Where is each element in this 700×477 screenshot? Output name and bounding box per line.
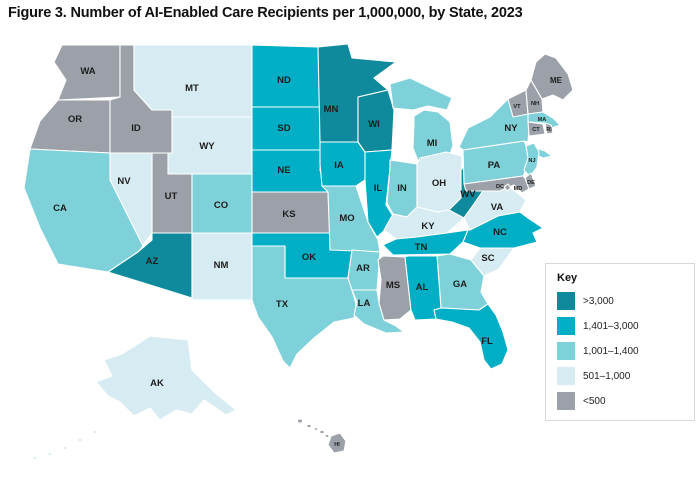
state-label-sc: SC: [481, 253, 494, 264]
state-label-sd: SD: [277, 123, 290, 134]
legend-label: 501–1,000: [583, 370, 631, 382]
state-shape-or: [29, 99, 111, 154]
state-label-hi: HI: [334, 442, 340, 448]
state-label-ms: MS: [386, 280, 400, 291]
legend-row: 1,001–1,400: [557, 342, 694, 360]
legend-title: Key: [557, 272, 578, 284]
legend-label: <500: [583, 395, 606, 407]
state-label-me: ME: [550, 76, 563, 85]
state-label-mt: MT: [185, 83, 199, 94]
state-shape-ri: [544, 122, 554, 135]
state-label-mn: MN: [324, 104, 339, 115]
state-label-tx: TX: [276, 299, 289, 310]
state-label-ny: NY: [504, 123, 518, 134]
state-label-ma: MA: [538, 117, 547, 123]
state-shape-md: [463, 175, 530, 194]
legend-swatch-1001-1400: [557, 342, 575, 360]
state-label-mo: MO: [339, 213, 354, 224]
legend-label: >3,000: [583, 295, 614, 307]
state-shape-dc: [503, 183, 512, 192]
state-shape-fl: [433, 303, 509, 370]
state-label-wa: WA: [80, 66, 95, 77]
state-label-tn: TN: [415, 242, 428, 253]
state-label-mi: MI: [427, 138, 438, 149]
state-label-ct: CT: [532, 127, 540, 133]
state-shape-nj: [523, 142, 540, 178]
state-shape-la: [351, 289, 405, 334]
state-label-fl: FL: [481, 336, 493, 347]
legend-swatch-gt3000: [557, 292, 575, 310]
legend-row: 501–1,000: [557, 367, 694, 385]
state-label-nm: NM: [214, 260, 229, 271]
state-label-ok: OK: [302, 252, 316, 263]
state-label-ne: NE: [277, 165, 290, 176]
state-shape-mo: [321, 185, 381, 253]
legend-swatch-501-1000: [557, 367, 575, 385]
state-label-pa: PA: [488, 160, 501, 171]
state-label-in: IN: [397, 183, 407, 194]
state-label-ar: AR: [356, 263, 370, 274]
state-label-dc: DC: [496, 184, 504, 190]
state-label-nd: ND: [277, 75, 291, 86]
state-label-ut: UT: [165, 191, 178, 202]
state-label-wv: WV: [460, 189, 476, 200]
state-label-ga: GA: [453, 279, 467, 290]
state-label-nv: NV: [117, 176, 131, 187]
state-label-va: VA: [491, 202, 504, 213]
state-label-al: AL: [416, 282, 429, 293]
state-shape-nc: [462, 211, 544, 249]
state-label-id: ID: [131, 123, 141, 134]
state-label-oh: OH: [432, 178, 446, 189]
state-shape-de: [524, 172, 537, 190]
state-label-co: CO: [214, 200, 228, 211]
legend-row: >3,000: [557, 292, 694, 310]
state-label-vt: VT: [513, 104, 521, 110]
state-shape-ak: [32, 335, 237, 461]
state-label-ak: AK: [150, 378, 164, 389]
state-shape-tx: [251, 245, 357, 369]
legend-swatch-lt500: [557, 392, 575, 410]
state-label-nc: NC: [493, 227, 507, 238]
state-shape-sc: [470, 247, 515, 277]
state-label-wi: WI: [368, 119, 380, 130]
figure-title: Figure 3. Number of AI-Enabled Care Reci…: [8, 5, 523, 21]
legend-swatch-1401-3000: [557, 317, 575, 335]
state-label-nh: NH: [531, 101, 539, 107]
state-label-md: MD: [514, 186, 523, 192]
state-shape-ct: [527, 121, 546, 137]
legend-row: <500: [557, 392, 694, 410]
legend-label: 1,401–3,000: [583, 320, 639, 332]
state-label-ks: KS: [282, 209, 295, 220]
state-label-ca: CA: [53, 203, 67, 214]
state-shape-hi: [296, 418, 347, 454]
state-shape-nh: [525, 79, 544, 115]
state-label-nj: NJ: [528, 158, 535, 164]
legend-label: 1,001–1,400: [583, 345, 639, 357]
state-label-la: LA: [358, 298, 371, 309]
map-states: [23, 43, 574, 461]
state-label-ky: KY: [421, 221, 435, 232]
state-label-ri: RI: [546, 127, 552, 133]
map-labels: WA OR ID MT WY NV CA UT CO AZ NM ND SD N…: [53, 66, 563, 448]
state-shape-me: [530, 53, 574, 101]
state-label-az: AZ: [146, 256, 159, 267]
state-label-wy: WY: [199, 141, 215, 152]
state-label-de: DE: [527, 180, 535, 186]
legend: Key >3,000 1,401–3,000 1,001–1,400 501–1…: [545, 263, 695, 421]
state-label-il: IL: [374, 183, 383, 194]
state-shape-mt: [133, 44, 253, 118]
state-label-ia: IA: [334, 160, 344, 171]
legend-row: 1,401–3,000: [557, 317, 694, 335]
state-label-or: OR: [68, 114, 82, 125]
